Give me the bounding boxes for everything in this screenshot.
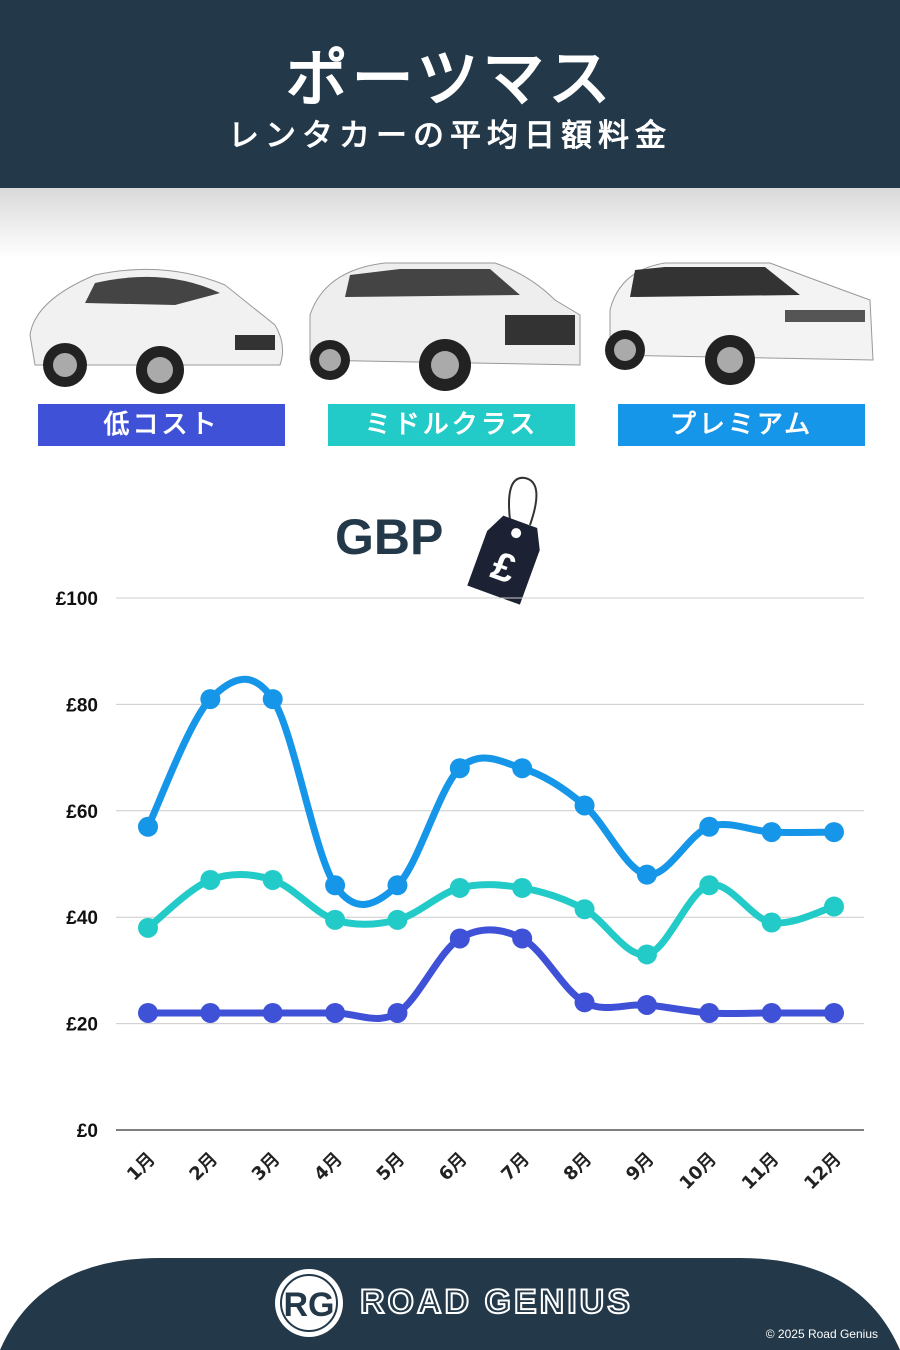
copyright: © 2025 Road Genius [765,1327,878,1341]
economy-car-image [29,268,284,394]
y-tick-label: £100 [56,589,98,610]
data-point [636,944,657,965]
data-point [262,689,283,710]
x-tick-label: 7月 [497,1149,533,1185]
data-point [262,869,283,890]
page-title: ポーツマス [285,42,615,115]
price-tag-icon: £ [467,476,540,605]
footer: RG [0,1258,900,1350]
data-point [449,928,470,949]
data-point [512,758,533,779]
x-tick-label: 6月 [435,1149,471,1185]
data-point [761,1002,782,1023]
x-tick-label: 5月 [373,1149,409,1185]
x-tick-label: 4月 [310,1149,346,1185]
y-tick-label: £80 [66,695,98,716]
x-tick-label: 8月 [560,1149,596,1185]
series-line [144,926,838,1022]
data-point [387,1002,408,1023]
data-point [574,795,595,816]
x-tick-label: 2月 [185,1149,221,1185]
data-point [699,875,720,896]
data-point [761,912,782,933]
y-tick-label: £0 [77,1121,98,1142]
x-tick-label: 10月 [676,1149,721,1194]
header-shadow [0,188,900,258]
data-point [387,909,408,930]
data-point [824,822,844,843]
data-point [449,758,470,779]
legend-midsize: ミドルクラス [328,404,575,446]
midsize-suv-image [309,262,581,391]
y-tick-label: £60 [66,802,98,823]
data-point [699,1002,720,1023]
data-point [512,928,533,949]
data-point [138,816,158,837]
brand-name: ROAD GENIUS [359,1282,633,1322]
data-point [325,909,346,930]
data-point [512,877,533,898]
data-point [824,1002,844,1023]
x-tick-label: 3月 [248,1149,284,1185]
line-chart: £0 £20 £40 £60 £80 £100 1月 2月 3月 4月 5月 6月 7月 8月 9月 10月 1… [56,589,864,1194]
data-point [325,1002,346,1023]
page-subtitle: レンタカーの平均日額料金 [228,118,672,154]
data-point [200,689,221,710]
header: ポーツマス レンタカーの平均日額料金 [0,0,900,188]
data-point [200,869,221,890]
data-point [200,1002,221,1023]
y-tick-label: £40 [66,908,98,929]
currency-label: GBP [335,509,444,565]
x-tick-label: 9月 [622,1149,658,1185]
premium-suv-image [605,262,874,385]
y-tick-label: £20 [66,1015,98,1036]
data-point [761,822,782,843]
logo-mark: RG [284,1286,335,1324]
x-tick-label: 12月 [800,1149,845,1194]
data-point [449,877,470,898]
legend-economy: 低コスト [38,404,285,446]
data-point [699,816,720,837]
legend-premium: プレミアム [618,404,865,446]
data-point [325,875,346,896]
data-point [574,899,595,920]
data-point [636,864,657,885]
x-tick-label: 1月 [123,1149,159,1185]
data-point [387,875,408,896]
data-point [138,1002,158,1023]
data-point [262,1002,283,1023]
data-point [636,994,657,1015]
data-point [574,992,595,1013]
data-point [824,896,844,917]
data-point [138,917,158,938]
series-line [144,675,838,908]
x-tick-label: 11月 [738,1149,783,1194]
series-line [144,870,838,958]
